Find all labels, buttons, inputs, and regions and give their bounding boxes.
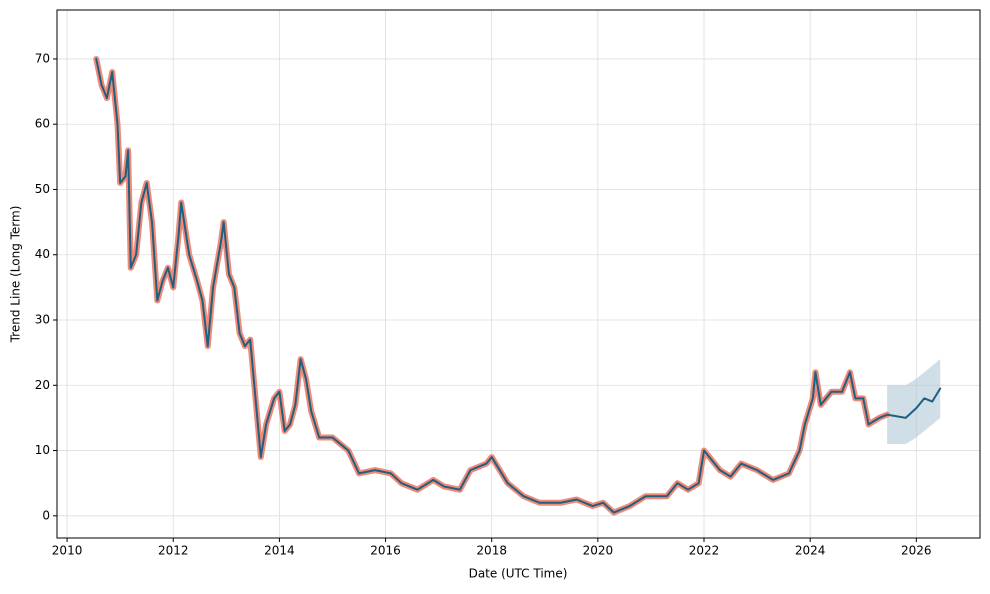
plot-frame (56, 9, 981, 539)
x-tick-label: 2022 (689, 544, 720, 558)
x-tick-label: 2024 (795, 544, 826, 558)
y-tick-label: 0 (42, 508, 50, 522)
x-tick-label: 2014 (264, 544, 295, 558)
x-tick-label: 2010 (52, 544, 83, 558)
x-tick-label: 2026 (901, 544, 932, 558)
y-tick-label: 10 (35, 443, 50, 457)
y-tick-label: 40 (35, 247, 50, 261)
x-tick-label: 2020 (583, 544, 614, 558)
uncertainty-band (887, 359, 941, 445)
y-tick-label: 70 (35, 51, 50, 65)
x-axis-label: Date (UTC Time) (469, 567, 568, 581)
line-series (95, 57, 942, 514)
x-tick-label: 2012 (158, 544, 189, 558)
x-tick-label: 2018 (476, 544, 507, 558)
y-tick-label: 30 (35, 313, 50, 327)
y-tick-label: 60 (35, 117, 50, 131)
y-axis-label: Trend Line (Long Term) (9, 206, 23, 344)
x-tick-label: 2016 (370, 544, 401, 558)
y-tick-label: 50 (35, 182, 50, 196)
y-tick-label: 20 (35, 378, 50, 392)
